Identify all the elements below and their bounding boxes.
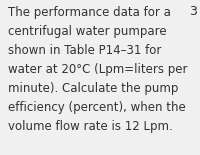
Text: The performance data for a
centrifugal water pumpare
shown in Table P14–31 for
w: The performance data for a centrifugal w… [8, 6, 188, 133]
Text: 3: 3 [189, 5, 197, 18]
